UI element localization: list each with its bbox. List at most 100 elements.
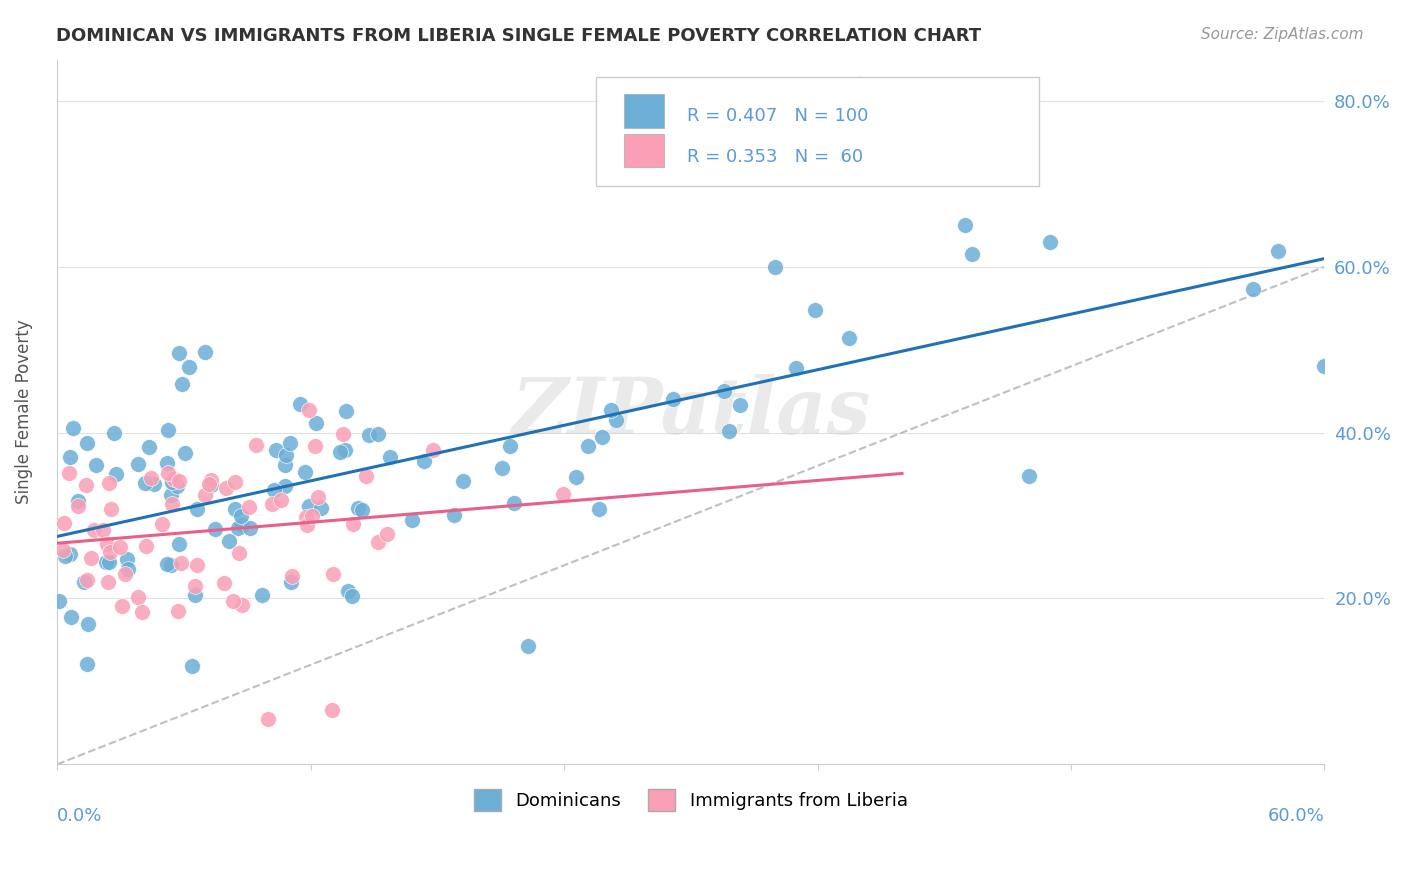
Point	[218, 533, 240, 548]
Text: R = 0.353   N =  60: R = 0.353 N = 60	[688, 148, 863, 166]
Point	[849, 78, 872, 92]
Point	[1018, 469, 1040, 483]
Point	[162, 475, 184, 489]
Point	[224, 502, 246, 516]
Point	[167, 346, 190, 360]
Point	[274, 448, 297, 462]
Point	[150, 517, 173, 532]
Point	[194, 345, 217, 359]
Point	[412, 454, 434, 468]
Point	[167, 474, 190, 488]
Point	[58, 466, 80, 480]
Point	[75, 478, 97, 492]
Point	[359, 428, 381, 442]
Point	[263, 483, 285, 498]
Point	[59, 450, 82, 464]
Point	[340, 589, 363, 603]
Bar	[624, 134, 664, 168]
Point	[301, 508, 323, 523]
Point	[184, 579, 207, 593]
Point	[104, 467, 127, 481]
Point	[551, 487, 574, 501]
Point	[717, 424, 740, 438]
Point	[127, 457, 149, 471]
Text: Source: ZipAtlas.com: Source: ZipAtlas.com	[1201, 27, 1364, 42]
Point	[662, 392, 685, 406]
Bar	[624, 95, 664, 128]
Point	[200, 478, 222, 492]
Point	[346, 501, 368, 516]
Point	[186, 502, 208, 516]
Point	[156, 456, 179, 470]
Point	[231, 509, 253, 524]
Point	[332, 426, 354, 441]
Point	[173, 446, 195, 460]
Point	[139, 471, 162, 485]
Point	[48, 594, 70, 608]
Point	[1241, 282, 1264, 296]
Point	[98, 555, 121, 569]
Legend: Dominicans, Immigrants from Liberia: Dominicans, Immigrants from Liberia	[467, 782, 915, 819]
Point	[1267, 244, 1289, 259]
Point	[591, 429, 613, 443]
Point	[94, 555, 117, 569]
Point	[131, 605, 153, 619]
Point	[443, 508, 465, 522]
Point	[114, 566, 136, 581]
Point	[55, 549, 77, 563]
Point	[83, 523, 105, 537]
Point	[605, 412, 627, 426]
Point	[311, 501, 333, 516]
Text: 60.0%: 60.0%	[1268, 806, 1324, 824]
Point	[72, 575, 94, 590]
Point	[194, 488, 217, 502]
Point	[960, 247, 983, 261]
Point	[138, 440, 160, 454]
Point	[517, 639, 540, 653]
Point	[96, 537, 118, 551]
Point	[499, 439, 522, 453]
Point	[451, 474, 474, 488]
Point	[157, 423, 180, 437]
Point	[1039, 235, 1062, 249]
Point	[59, 547, 82, 561]
Point	[588, 502, 610, 516]
Point	[280, 575, 302, 590]
Point	[79, 550, 101, 565]
Point	[224, 475, 246, 489]
Point	[380, 450, 402, 464]
Point	[108, 540, 131, 554]
Point	[170, 377, 193, 392]
Point	[212, 576, 235, 591]
Point	[84, 458, 107, 472]
Point	[250, 588, 273, 602]
Point	[115, 551, 138, 566]
Point	[367, 534, 389, 549]
Point	[181, 659, 204, 673]
Point	[183, 588, 205, 602]
Text: ZIPatlas: ZIPatlas	[512, 374, 870, 450]
Point	[367, 426, 389, 441]
Point	[186, 558, 208, 573]
Point	[422, 442, 444, 457]
Point	[159, 558, 181, 573]
Point	[1313, 359, 1336, 374]
Point	[356, 468, 378, 483]
Point	[134, 476, 156, 491]
Point	[166, 479, 188, 493]
Point	[288, 397, 311, 411]
Point	[157, 466, 180, 480]
Point	[329, 445, 352, 459]
Point	[167, 536, 190, 550]
Point	[304, 439, 326, 453]
Point	[62, 420, 84, 434]
Point	[307, 490, 329, 504]
Point	[167, 603, 190, 617]
Point	[77, 617, 100, 632]
Point	[52, 542, 75, 557]
FancyBboxPatch shape	[596, 78, 1039, 186]
Point	[98, 476, 121, 491]
Point	[260, 497, 283, 511]
Text: DOMINICAN VS IMMIGRANTS FROM LIBERIA SINGLE FEMALE POVERTY CORRELATION CHART: DOMINICAN VS IMMIGRANTS FROM LIBERIA SIN…	[56, 27, 981, 45]
Point	[304, 416, 326, 430]
